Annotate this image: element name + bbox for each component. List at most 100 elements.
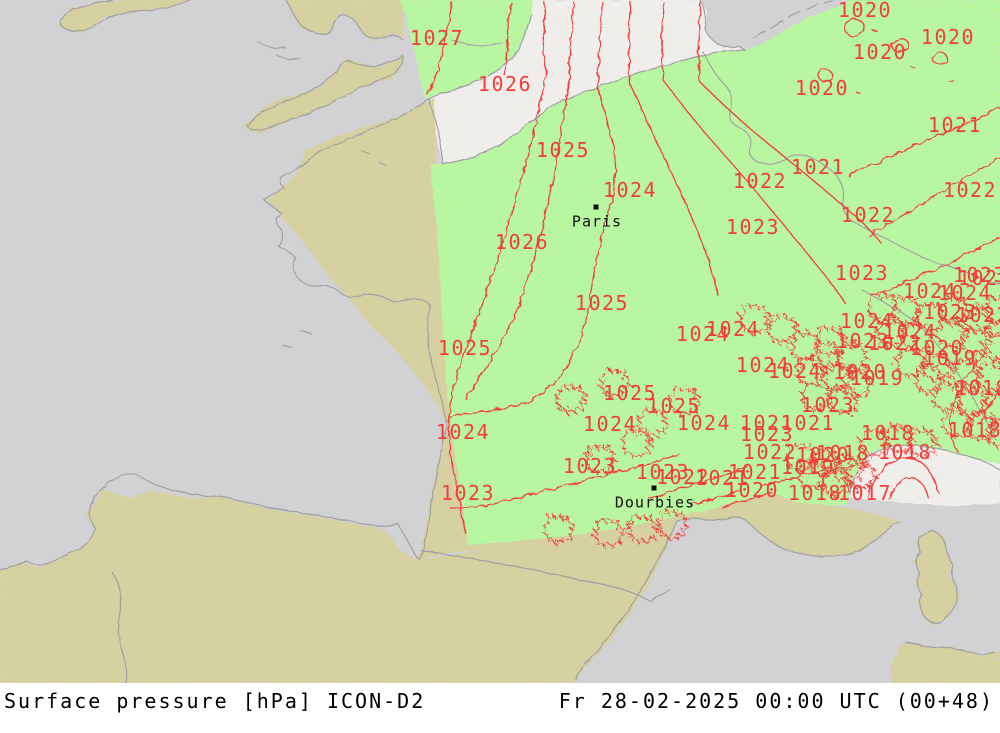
isobar-label: 1024 [882,320,938,344]
map-area: 1027 1026 1025 1024 1026 1025 1025 1024 1023 1025… [0,0,1000,683]
corsica-coast [916,530,959,624]
isobar-label: 1018 [815,441,871,465]
coastlines-borders [0,0,1000,683]
isobar-1023-ne-line [628,1,719,297]
isobar-label: 1023 [957,266,1000,290]
ligurian-sea [848,445,1000,506]
isobar-label: 1024 [839,309,895,333]
languedoc-riviera-strip [450,492,900,557]
isobar-label: 1026 [494,230,550,254]
isobar-label: 1024 [582,412,638,436]
isobar-label: 1018 [877,440,933,464]
isobar-contours [427,1,1000,535]
isobar-label: 1025 [574,291,630,315]
ireland-land [60,0,190,33]
isobar-label: 1024 [902,279,958,303]
isobar-1025-line [465,1,575,401]
isobar-label: 1018 [947,418,1000,442]
isobar-label: 1023 [725,215,781,239]
dutch-coast [699,0,746,51]
cornwall-devon-land [244,55,403,133]
channel-north-sea [426,0,745,164]
city-label-dourbies: Dourbies [614,493,696,512]
normandy-coast [427,49,746,165]
isobar-label: 1019 [780,455,836,479]
isobar-1027-line [427,1,453,97]
isobar-label: 1022 [942,178,998,202]
isobar-label: 1018 [787,481,843,505]
out-domain-land [0,0,1000,683]
isobar-label: 1020 [724,478,780,502]
bristol-channel-lines [257,41,301,61]
small-islands [281,149,387,349]
isobar-label: 1019 [849,366,905,390]
isobar-label: 1021 [694,466,750,490]
city-dot-paris [593,204,599,210]
cornwall-coast [246,54,404,131]
isobar-label: 1024 [735,353,791,377]
isobar-label: 1023 [562,454,618,478]
isobar-label: 1023 [922,300,978,324]
isobar-label: 1023 [739,422,795,446]
gulf-of-lion-coast [676,516,901,558]
isobar-label: 1022 [655,465,711,489]
isobar-label: 1024 [435,420,491,444]
isobar-label: 1027 [409,26,465,50]
isobar-label: 1021 [727,460,783,484]
southeast-england-coast [425,13,532,101]
isobar-label: 1024 [675,322,731,346]
isobar-label: 1022 [840,203,896,227]
isobar-label: 1024 [767,359,823,383]
isobar-label: 1020 [920,25,976,49]
england-wales-land [286,0,403,42]
corsica-land [914,530,960,625]
isobar-1022-east-line [867,157,1000,237]
isobar-1021-east-line [847,107,1000,177]
isobar-label: 1021 [790,155,846,179]
isobar-1026-line [448,1,547,535]
isobar-label: 1020 [794,76,850,100]
isobar-label: 1023 [834,261,890,285]
isobar-label: 1022 [732,169,788,193]
in-domain-sea [426,0,1000,506]
isobar-label: 1019 [922,346,978,370]
isobar-label: 1020 [832,360,888,384]
pyrenees-border [419,549,671,602]
isobar-label: 1020 [795,443,851,467]
isobar-label: 1022 [867,331,923,355]
north-spain-coast [0,472,421,571]
england-south-coast [285,0,404,41]
isobar-label: 1024 [937,281,993,305]
isobar-1020-south-line [721,491,773,509]
isobar-1020-blobs [817,18,955,95]
city-label-paris: Paris [571,212,623,231]
in-domain-land [400,0,1000,545]
isobar-1023-east-line [871,237,1000,297]
isobar-label: 1017 [837,481,893,505]
isobar-label: 1023 [635,460,691,484]
brittany-coast [263,97,431,306]
status-bar: Surface pressure [hPa] ICON-D2 Fr 28-02-… [0,683,1000,733]
isobar-label: 1020 [837,0,893,22]
isobar-label: 1025 [437,336,493,360]
sardinia-coast [904,641,996,655]
isobar-label: 1018 [860,421,916,445]
isobar-label: 1021 [927,113,983,137]
isobar-1018-south-line [761,465,857,487]
thames-estuary [451,39,503,47]
isobar-label: 1021 [780,411,836,435]
pressure-map-svg [0,0,1000,683]
isobar-label: 1020 [909,336,965,360]
isobar-label: 1026 [477,72,533,96]
isobar-1022-line [661,1,847,305]
isobar-label: 1025 [602,381,658,405]
isobar-label: 1024 [602,178,658,202]
isobar-label: 1020 [852,40,908,64]
isobar-1021-south-line [689,489,741,506]
isobar-1021-line [698,1,883,245]
isobar-1024-line [447,1,617,419]
germany-swiss-border [832,171,1000,285]
isobar-1017-arc-outer [866,457,939,498]
france-central-europe-domain [430,0,1000,545]
